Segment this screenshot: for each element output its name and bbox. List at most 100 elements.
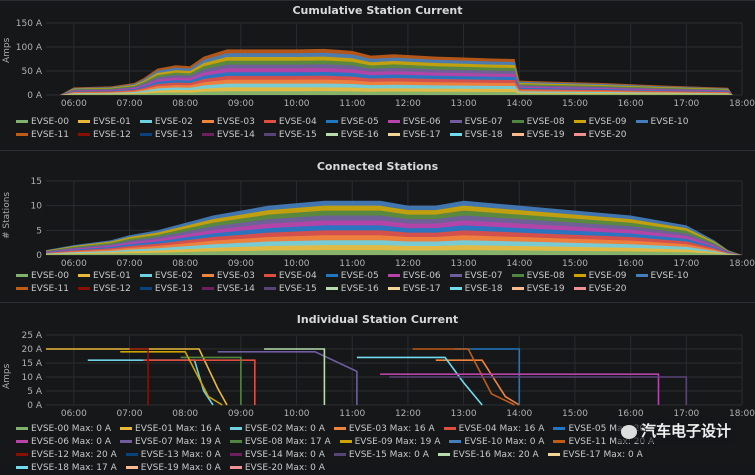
- legend-item-EVSE-02[interactable]: EVSE-02 Max: 0 A: [229, 423, 325, 436]
- legend-label: EVSE-10: [650, 271, 689, 281]
- legend-item-EVSE-11[interactable]: EVSE-11 Max: 20 A: [553, 436, 654, 449]
- legend-swatch: [201, 133, 214, 136]
- legend-item-EVSE-00[interactable]: EVSE-00: [16, 270, 69, 283]
- legend-item-EVSE-11[interactable]: EVSE-11: [16, 283, 69, 296]
- legend-item-EVSE-07[interactable]: EVSE-07: [449, 116, 503, 129]
- legend-label: EVSE-04: [278, 117, 317, 127]
- legend-item-EVSE-09[interactable]: EVSE-09: [573, 270, 627, 283]
- legend-item-EVSE-06[interactable]: EVSE-06: [387, 270, 441, 283]
- legend-item-EVSE-06[interactable]: EVSE-06: [387, 116, 441, 129]
- legend-item-EVSE-18[interactable]: EVSE-18 Max: 17 A: [16, 462, 117, 475]
- legend-item-EVSE-14[interactable]: EVSE-14 Max: 0 A: [229, 449, 325, 462]
- legend-item-EVSE-18[interactable]: EVSE-18: [449, 129, 503, 142]
- legend-item-EVSE-16[interactable]: EVSE-16 Max: 20 A: [437, 449, 539, 462]
- legend-item-EVSE-14[interactable]: EVSE-14: [201, 129, 255, 142]
- legend-item-EVSE-08[interactable]: EVSE-08 Max: 17 A: [229, 436, 331, 449]
- legend-item-EVSE-12[interactable]: EVSE-12 Max: 20 A: [16, 449, 117, 462]
- legend-item-EVSE-17[interactable]: EVSE-17: [387, 283, 441, 296]
- legend-label: EVSE-09 Max: 19 A: [354, 437, 441, 447]
- legend-item-EVSE-02[interactable]: EVSE-02: [139, 270, 193, 283]
- legend-item-EVSE-08[interactable]: EVSE-08: [511, 270, 565, 283]
- legend-swatch: [263, 133, 276, 136]
- legend-item-EVSE-01[interactable]: EVSE-01 Max: 16 A: [120, 423, 221, 436]
- x-tick-label: 11:00: [339, 259, 365, 269]
- legend-item-EVSE-10[interactable]: EVSE-10 Max: 0 A: [449, 436, 544, 449]
- legend-item-EVSE-19[interactable]: EVSE-19: [511, 129, 565, 142]
- legend-item-EVSE-05[interactable]: EVSE-05 Max: 20 A: [553, 423, 654, 436]
- line-series-EVSE-07: [217, 351, 358, 405]
- legend-label: EVSE-08: [526, 271, 565, 281]
- legend-item-EVSE-10[interactable]: EVSE-10: [635, 116, 688, 129]
- y-tick-label: 15: [31, 177, 42, 187]
- legend-item-EVSE-03[interactable]: EVSE-03: [201, 116, 255, 129]
- legend-item-EVSE-06[interactable]: EVSE-06 Max: 0 A: [16, 436, 111, 449]
- legend-item-EVSE-00[interactable]: EVSE-00 Max: 0 A: [16, 423, 111, 436]
- legend-item-EVSE-03[interactable]: EVSE-03: [201, 270, 255, 283]
- legend-item-EVSE-04[interactable]: EVSE-04 Max: 16 A: [443, 423, 544, 436]
- legend-item-EVSE-20[interactable]: EVSE-20: [573, 283, 627, 296]
- legend-item-EVSE-19[interactable]: EVSE-19: [511, 283, 565, 296]
- x-tick-label: 10:00: [284, 259, 310, 269]
- legend-label: EVSE-04: [278, 271, 317, 281]
- legend-label: EVSE-07 Max: 19 A: [135, 437, 221, 447]
- legend-item-EVSE-08[interactable]: EVSE-08: [511, 116, 565, 129]
- y-tick-label: 10: [31, 202, 43, 212]
- legend-item-EVSE-15[interactable]: EVSE-15: [263, 283, 317, 296]
- legend-label: EVSE-06 Max: 0 A: [31, 437, 112, 447]
- connected-stations-chart: 15 10 5 0 06:00 07:00 08:00 09:00 10:00 11:00 12:0…: [31, 177, 755, 269]
- legend-item-EVSE-01[interactable]: EVSE-01: [77, 116, 131, 129]
- legend-swatch: [547, 453, 560, 456]
- legend-item-EVSE-17[interactable]: EVSE-17: [387, 129, 441, 142]
- legend-item-EVSE-05[interactable]: EVSE-05: [325, 116, 379, 129]
- legend-label: EVSE-06: [402, 271, 441, 281]
- legend-item-EVSE-04[interactable]: EVSE-04: [263, 270, 317, 283]
- legend-item-EVSE-07[interactable]: EVSE-07 Max: 19 A: [120, 436, 221, 449]
- legend-item-EVSE-15[interactable]: EVSE-15: [263, 129, 317, 142]
- legend-label: EVSE-09: [588, 271, 627, 281]
- legend-item-EVSE-13[interactable]: EVSE-13: [139, 283, 193, 296]
- legend-swatch: [573, 287, 586, 290]
- x-tick-label: 18:00: [729, 99, 755, 109]
- legend-item-EVSE-14[interactable]: EVSE-14: [201, 283, 255, 296]
- legend-item-EVSE-07[interactable]: EVSE-07: [449, 270, 503, 283]
- legend-swatch: [573, 133, 586, 136]
- x-tick-label: 12:00: [395, 409, 421, 419]
- legend-swatch: [263, 287, 276, 290]
- legend-swatch: [16, 466, 28, 469]
- x-tick-label: 07:00: [117, 99, 143, 109]
- legend-item-EVSE-05[interactable]: EVSE-05: [325, 270, 379, 283]
- legend-item-EVSE-12[interactable]: EVSE-12: [77, 129, 131, 142]
- x-tick-label: 13:00: [451, 409, 477, 419]
- chart-title: Cumulative Station Current: [292, 4, 463, 17]
- legend-item-EVSE-20[interactable]: EVSE-20: [573, 129, 627, 142]
- legend-label: EVSE-14 Max: 0 A: [244, 450, 325, 460]
- legend-item-EVSE-12[interactable]: EVSE-12: [77, 283, 131, 296]
- x-tick-label: 17:00: [673, 259, 699, 269]
- legend-item-EVSE-20[interactable]: EVSE-20 Max: 0 A: [229, 462, 325, 475]
- legend-item-EVSE-17[interactable]: EVSE-17 Max: 0 A: [547, 449, 643, 462]
- legend-label: EVSE-01: [92, 271, 131, 281]
- legend-item-EVSE-19[interactable]: EVSE-19 Max: 0 A: [125, 462, 221, 475]
- legend-item-EVSE-13[interactable]: EVSE-13: [139, 129, 193, 142]
- legend-item-EVSE-03[interactable]: EVSE-03 Max: 16 A: [333, 423, 435, 436]
- legend-swatch: [511, 287, 524, 290]
- legend-swatch: [77, 274, 90, 277]
- legend-item-EVSE-01[interactable]: EVSE-01: [77, 270, 131, 283]
- legend-item-EVSE-09[interactable]: EVSE-09: [573, 116, 627, 129]
- legend-item-EVSE-02[interactable]: EVSE-02: [139, 116, 193, 129]
- legend-label: EVSE-11: [31, 284, 69, 294]
- legend-item-EVSE-10[interactable]: EVSE-10: [635, 270, 689, 283]
- legend-item-EVSE-16[interactable]: EVSE-16: [325, 283, 379, 296]
- legend-item-EVSE-11[interactable]: EVSE-11: [16, 129, 69, 142]
- legend-item-EVSE-15[interactable]: EVSE-15 Max: 0 A: [333, 449, 429, 462]
- legend-item-EVSE-00[interactable]: EVSE-00: [16, 116, 69, 129]
- y-tick-label: 25 A: [22, 331, 43, 341]
- legend-item-EVSE-09[interactable]: EVSE-09 Max: 19 A: [339, 436, 441, 449]
- legend-item-EVSE-13[interactable]: EVSE-13 Max: 0 A: [125, 449, 221, 462]
- legend-swatch: [511, 120, 524, 123]
- legend-item-EVSE-04[interactable]: EVSE-04: [263, 116, 317, 129]
- legend-item-EVSE-16[interactable]: EVSE-16: [325, 129, 379, 142]
- legend-swatch: [201, 120, 214, 123]
- legend: EVSE-00 EVSE-01 EVSE-02 EVSE-03 EVSE-04 EVSE-…: [16, 116, 746, 142]
- legend-item-EVSE-18[interactable]: EVSE-18: [449, 283, 503, 296]
